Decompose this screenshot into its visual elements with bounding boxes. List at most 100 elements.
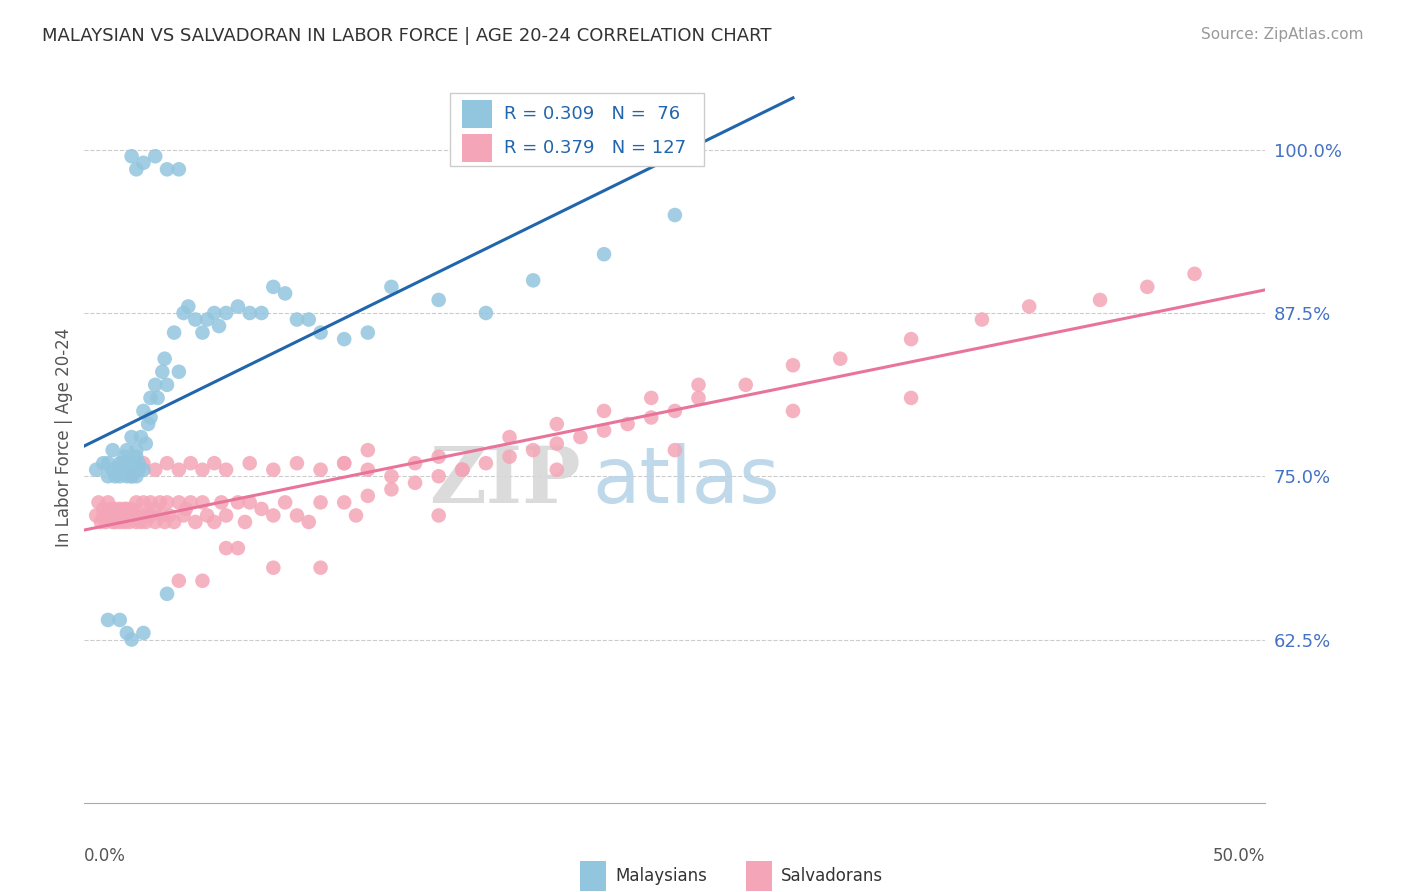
Point (156, 377, 179, 392)
Point (121, 430, 143, 444)
Point (184, 515, 207, 529)
Point (115, 502, 138, 516)
Point (184, 312, 207, 326)
Point (156, 162, 179, 177)
Point (522, 443, 544, 458)
Text: Malaysians: Malaysians (616, 867, 707, 885)
Point (191, 463, 214, 477)
FancyBboxPatch shape (463, 135, 492, 162)
Point (664, 443, 686, 458)
Point (97, 469, 120, 483)
Point (139, 410, 162, 425)
Point (333, 456, 356, 470)
Point (546, 463, 568, 477)
Point (108, 515, 131, 529)
Point (136, 417, 159, 431)
Point (108, 502, 131, 516)
Point (129, 515, 152, 529)
Point (153, 515, 176, 529)
Point (191, 495, 214, 509)
Point (546, 436, 568, 450)
Point (782, 358, 804, 372)
Point (239, 456, 262, 470)
Point (333, 495, 356, 509)
Point (97, 613, 120, 627)
Point (122, 456, 145, 470)
Point (1088, 293, 1111, 307)
Point (357, 489, 380, 503)
Point (143, 463, 166, 477)
Point (91, 508, 114, 523)
Point (202, 456, 225, 470)
Point (215, 463, 238, 477)
Point (118, 456, 141, 470)
Point (180, 456, 202, 470)
FancyBboxPatch shape (463, 100, 492, 128)
Point (84, 508, 107, 523)
Point (180, 495, 202, 509)
Text: Salvadorans: Salvadorans (782, 867, 883, 885)
Point (128, 508, 150, 523)
Point (782, 404, 804, 418)
Point (262, 280, 284, 294)
Point (191, 574, 214, 588)
Point (344, 508, 367, 523)
Point (239, 495, 262, 509)
Point (132, 626, 155, 640)
Point (101, 515, 124, 529)
Point (309, 326, 332, 340)
Point (427, 469, 450, 483)
FancyBboxPatch shape (581, 862, 606, 890)
Point (404, 456, 426, 470)
Point (208, 319, 231, 334)
Point (664, 404, 686, 418)
Point (125, 515, 148, 529)
Point (146, 391, 169, 405)
Point (475, 306, 498, 320)
Point (830, 351, 852, 366)
Point (593, 424, 616, 438)
Point (226, 541, 249, 555)
Point (298, 312, 321, 326)
Point (101, 508, 124, 523)
Text: 0.0%: 0.0% (84, 847, 127, 864)
Point (522, 273, 544, 287)
Point (174, 502, 197, 516)
Point (156, 587, 179, 601)
Point (1018, 300, 1040, 314)
Point (546, 417, 568, 431)
Point (640, 410, 662, 425)
Point (357, 463, 380, 477)
Point (108, 456, 131, 470)
Point (84, 463, 107, 477)
Point (104, 515, 127, 529)
Point (309, 463, 332, 477)
Point (262, 560, 284, 574)
Point (209, 495, 232, 509)
Point (404, 475, 426, 490)
Point (298, 515, 321, 529)
Point (136, 508, 159, 523)
Point (239, 306, 262, 320)
Point (195, 508, 218, 523)
Point (285, 312, 308, 326)
Point (569, 430, 592, 444)
Point (427, 450, 450, 464)
Point (108, 613, 131, 627)
Text: MALAYSIAN VS SALVADORAN IN LABOR FORCE | AGE 20-24 CORRELATION CHART: MALAYSIAN VS SALVADORAN IN LABOR FORCE |… (42, 27, 772, 45)
Point (115, 508, 138, 523)
Point (97, 456, 120, 470)
Point (125, 469, 148, 483)
Point (114, 450, 136, 464)
Point (274, 286, 297, 301)
Point (900, 332, 922, 346)
Point (250, 502, 273, 516)
Point (357, 326, 380, 340)
Point (734, 377, 756, 392)
Point (98, 502, 121, 516)
Point (132, 495, 155, 509)
Point (150, 508, 173, 523)
Point (333, 332, 356, 346)
Point (664, 208, 686, 222)
Point (226, 300, 249, 314)
